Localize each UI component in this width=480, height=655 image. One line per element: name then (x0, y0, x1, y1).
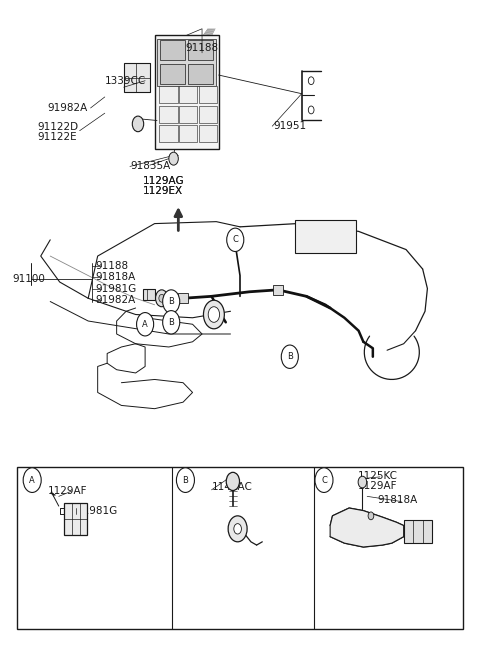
Text: 91951: 91951 (273, 121, 306, 131)
Bar (157, 39, 216, 86)
Text: B: B (182, 476, 188, 485)
Circle shape (169, 152, 179, 165)
Bar (179, 105, 197, 122)
Circle shape (137, 312, 154, 336)
Bar (404, 520, 432, 543)
Bar (124, 63, 150, 92)
Circle shape (208, 307, 219, 322)
Circle shape (228, 516, 247, 542)
Text: 91188: 91188 (96, 261, 129, 271)
Text: 91981G: 91981G (76, 506, 118, 515)
Text: B: B (168, 318, 174, 327)
Circle shape (132, 116, 144, 132)
Text: 91122E: 91122E (37, 132, 77, 142)
Text: 91818A: 91818A (96, 272, 135, 282)
Bar (199, 86, 217, 103)
Text: 1129EX: 1129EX (143, 186, 183, 196)
Text: C: C (321, 476, 327, 485)
Circle shape (227, 228, 244, 252)
Bar (179, 293, 188, 303)
Circle shape (204, 300, 224, 329)
Bar (188, 64, 213, 84)
Text: 1129AF: 1129AF (48, 486, 87, 496)
Bar (273, 285, 283, 295)
Text: B: B (168, 297, 174, 306)
Text: 1141AC: 1141AC (212, 481, 252, 492)
Text: 91981G: 91981G (96, 284, 136, 293)
Circle shape (308, 77, 314, 84)
Bar (199, 105, 217, 122)
Bar (17, 467, 463, 629)
Circle shape (163, 310, 180, 334)
Circle shape (226, 472, 240, 491)
Text: 1129AF: 1129AF (358, 481, 397, 491)
Circle shape (177, 468, 194, 493)
Bar (199, 125, 217, 142)
Circle shape (368, 512, 374, 519)
Bar (155, 35, 219, 149)
Circle shape (315, 468, 333, 493)
Text: 91100: 91100 (12, 274, 45, 284)
Text: B: B (287, 352, 293, 361)
Bar (159, 125, 178, 142)
Bar (160, 40, 185, 60)
Text: A: A (142, 320, 148, 329)
Text: 1339CC: 1339CC (105, 76, 146, 86)
Text: 91818A: 91818A (378, 495, 418, 504)
Circle shape (159, 294, 165, 302)
Text: 91835A: 91835A (130, 161, 170, 172)
Circle shape (23, 468, 41, 493)
Text: 1129AG: 1129AG (143, 176, 184, 186)
Bar (160, 64, 185, 84)
Circle shape (234, 523, 241, 534)
Bar (159, 105, 178, 122)
Polygon shape (330, 508, 404, 547)
Circle shape (281, 345, 299, 368)
Bar (64, 503, 87, 535)
Text: C: C (232, 235, 238, 244)
Text: 1129AG: 1129AG (143, 176, 184, 186)
Bar (188, 40, 213, 60)
Text: 91982A: 91982A (48, 103, 88, 113)
Text: 1125KC: 1125KC (358, 470, 397, 481)
Bar (179, 86, 197, 103)
Text: 91122D: 91122D (37, 122, 78, 132)
Bar (159, 86, 178, 103)
Text: A: A (29, 476, 35, 485)
Circle shape (163, 290, 180, 313)
Text: 1129EX: 1129EX (143, 186, 183, 196)
Circle shape (308, 106, 314, 114)
Bar (295, 219, 356, 253)
Circle shape (156, 290, 168, 307)
Circle shape (358, 476, 367, 488)
Text: 91982A: 91982A (96, 295, 135, 305)
Bar (143, 289, 155, 300)
Bar (179, 125, 197, 142)
Text: 91188: 91188 (185, 43, 218, 53)
